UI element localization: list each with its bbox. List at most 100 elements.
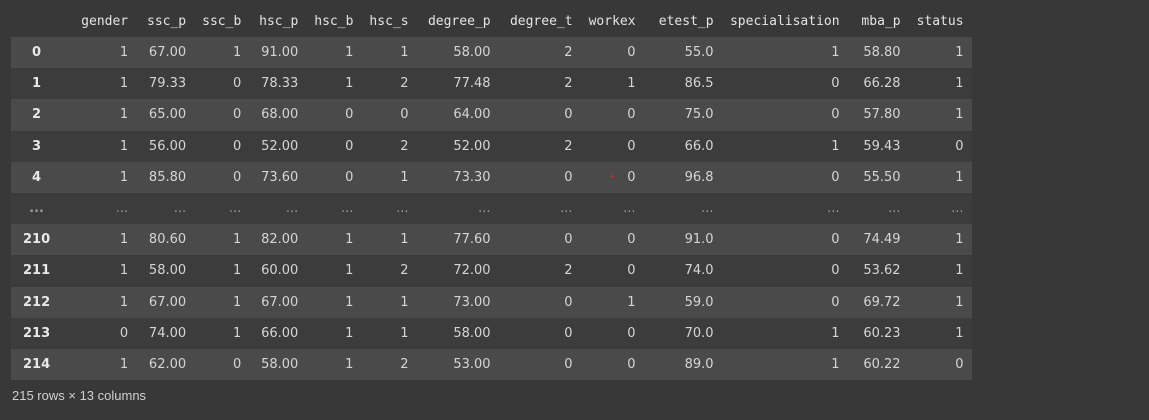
table-cell-degree-t: 0 [564, 107, 573, 123]
table-cell-hsc-p: 52.00 [261, 138, 299, 154]
column-header-ssc-p: ssc_p [147, 13, 187, 29]
table-cell-mba-p: 59.43 [863, 138, 901, 154]
column-header-ssc-b: ssc_b [202, 13, 242, 29]
column-header-gender: gender [81, 13, 129, 29]
table-cell-ssc-b: 1 [233, 294, 242, 310]
table-cell-ssc-p: ... [173, 201, 187, 217]
table-cell-degree-p: 77.60 [453, 232, 491, 248]
column-header-specialisation: specialisation [729, 13, 840, 29]
table-cell-workex: 0 [627, 138, 636, 154]
table-summary: 215 rows × 13 columns [12, 388, 147, 403]
table-cell-status: 1 [955, 45, 964, 61]
table-row: 214 1 62.00 0 58.00 1 2 53.00 0 0 89.0 1 60.22 0 [11, 348, 972, 381]
table-cell-status: 1 [955, 169, 964, 185]
table-cell-degree-t: 2 [564, 45, 573, 61]
table-cell-degree-p: ... [478, 201, 491, 217]
table-cell-etest-p: 96.8 [684, 169, 714, 185]
table-cell-hsc-s: ... [396, 201, 409, 217]
table-cell-specialisation: 1 [831, 45, 840, 61]
table-row: 211 1 58.00 1 60.00 1 2 72.00 2 0 74.0 0 53.62 1 [11, 255, 972, 287]
table-cell-ssc-b: 0 [233, 107, 242, 123]
table-cell-mba-p: 69.72 [863, 294, 901, 310]
table-cell-hsc-s: 2 [400, 76, 409, 92]
table-cell-hsc-p: 82.00 [261, 232, 299, 248]
table-cell-hsc-s: 1 [400, 294, 409, 310]
table-cell-gender: 0 [119, 325, 129, 341]
dataframe-table: gender ssc_p ssc_b hsc_p hsc_b hsc_s degree_p d… [11, 5, 972, 381]
table-cell-status: 1 [955, 232, 964, 248]
table-cell-hsc-s: 1 [400, 45, 409, 61]
table-cell-hsc-b: 1 [345, 76, 354, 92]
table-cell-etest-p: 74.0 [684, 263, 714, 279]
table-cell-specialisation: 0 [831, 107, 840, 123]
table-cell-ssc-p: 79.33 [148, 76, 187, 92]
table-cell-degree-p: 77.48 [453, 76, 491, 92]
table-cell-gender: 1 [119, 107, 129, 123]
table-cell-workex: 0 [627, 45, 636, 61]
table-cell-specialisation: 0 [831, 263, 840, 279]
table-cell-etest-p: 89.0 [684, 356, 714, 372]
table-cell-status: 1 [955, 263, 964, 279]
row-index: ... [29, 201, 44, 217]
table-cell-hsc-p: 68.00 [261, 107, 299, 123]
table-cell-ssc-b: 0 [233, 76, 242, 92]
table-cell-ssc-b: 1 [233, 263, 242, 279]
table-cell-gender: 1 [119, 76, 129, 92]
table-cell-degree-t: ... [560, 201, 573, 217]
table-cell-mba-p: 66.28 [863, 76, 901, 92]
column-header-hsc-s: hsc_s [369, 13, 409, 29]
table-cell-ssc-b: ... [228, 201, 242, 217]
table-cell-hsc-b: 0 [345, 169, 354, 185]
table-cell-degree-t: 2 [564, 138, 573, 154]
table-row: 2 1 65.00 0 68.00 0 0 64.00 0 0 75.0 0 57.80 1 [11, 99, 972, 131]
table-cell-hsc-p: 73.60 [261, 169, 299, 185]
table-cell-gender: 1 [119, 232, 129, 248]
table-cell-ssc-b: 0 [233, 356, 242, 372]
table-cell-specialisation: 0 [831, 76, 840, 92]
table-row: 0 1 67.00 1 91.00 1 1 58.00 2 0 55.0 1 58.80 1 [11, 37, 972, 69]
table-cell-mba-p: 60.22 [863, 356, 901, 372]
table-cell-workex: 1 [627, 76, 636, 92]
table-cell-degree-p: 72.00 [453, 263, 491, 279]
table-cell-degree-p: 58.00 [453, 45, 491, 61]
column-header-hsc-b: hsc_b [314, 13, 354, 29]
table-cell-degree-t: 0 [564, 325, 573, 341]
table-cell-ssc-b: 0 [233, 138, 242, 154]
table-cell-degree-p: 64.00 [453, 107, 491, 123]
table-cell-hsc-p: 66.00 [261, 325, 299, 341]
table-cell-workex: 0 [627, 107, 636, 123]
table-cell-hsc-b: 1 [345, 263, 354, 279]
table-cell-degree-p: 58.00 [453, 325, 491, 341]
row-index: 1 [32, 76, 42, 92]
table-body: 0 1 67.00 1 91.00 1 1 58.00 2 0 55.0 1 58.80 1 1 1 79.33… [11, 37, 972, 381]
table-cell-degree-p: 52.00 [453, 138, 491, 154]
row-index: 0 [32, 45, 42, 61]
dataframe-output: gender ssc_p ssc_b hsc_p hsc_b hsc_s degree_p d… [11, 5, 972, 381]
table-cell-etest-p: 70.0 [684, 325, 714, 341]
table-cell-etest-p: ... [701, 201, 714, 217]
table-cell-mba-p: 57.80 [863, 107, 901, 123]
table-header: gender ssc_p ssc_b hsc_p hsc_b hsc_s degree_p d… [11, 5, 972, 37]
table-cell-etest-p: 86.5 [684, 76, 714, 92]
table-cell-workex: 1 [627, 294, 636, 310]
table-cell-hsc-b: 1 [345, 45, 354, 61]
table-cell-mba-p: 74.49 [863, 232, 901, 248]
table-cell-mba-p: ... [888, 201, 901, 217]
table-cell-gender: 1 [119, 294, 129, 310]
table-cell-ssc-b: 1 [233, 45, 242, 61]
cursor-dot [611, 175, 614, 178]
table-cell-status: 1 [955, 325, 964, 341]
table-cell-specialisation: 1 [831, 138, 840, 154]
table-cell-degree-t: 2 [564, 263, 573, 279]
table-cell-hsc-b: 0 [345, 138, 354, 154]
table-row: 210 1 80.60 1 82.00 1 1 77.60 0 0 91.0 0 74.49 1 [11, 224, 972, 256]
table-cell-hsc-b: 1 [345, 232, 354, 248]
table-cell-degree-t: 0 [564, 232, 573, 248]
table-cell-ssc-p: 85.80 [148, 169, 187, 185]
table-row: 212 1 67.00 1 67.00 1 1 73.00 0 1 59.0 0 69.72 1 [11, 286, 972, 318]
table-cell-hsc-s: 2 [400, 263, 409, 279]
table-cell-specialisation: 0 [831, 294, 840, 310]
table-cell-hsc-s: 2 [400, 138, 409, 154]
index-header [11, 5, 62, 37]
table-cell-status: 0 [955, 138, 964, 154]
